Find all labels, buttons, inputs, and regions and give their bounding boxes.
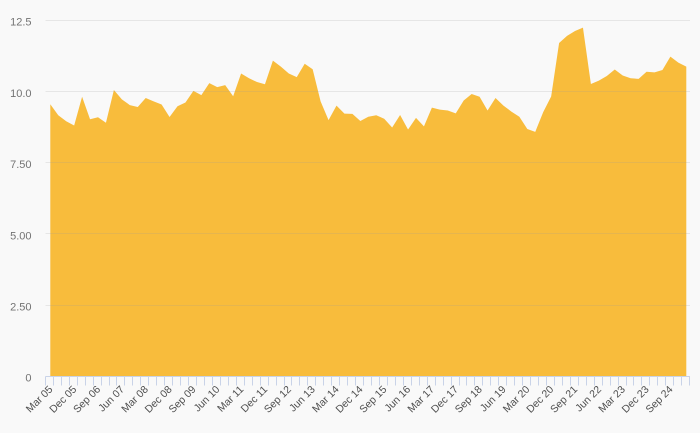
svg-text:Sep 12: Sep 12 [262,384,294,416]
svg-text:Sep 06: Sep 06 [71,384,103,416]
svg-text:0: 0 [25,373,31,385]
svg-text:Sep 24: Sep 24 [644,384,676,416]
svg-text:Sep 15: Sep 15 [357,384,389,416]
svg-text:Sep 18: Sep 18 [453,384,485,416]
svg-text:7.50: 7.50 [10,159,31,171]
svg-text:12.5: 12.5 [10,17,31,29]
svg-text:Sep 21: Sep 21 [548,384,580,416]
svg-text:2.50: 2.50 [10,302,31,314]
svg-text:5.00: 5.00 [10,230,31,242]
svg-text:10.0: 10.0 [10,88,31,100]
svg-text:Sep 09: Sep 09 [167,384,199,416]
